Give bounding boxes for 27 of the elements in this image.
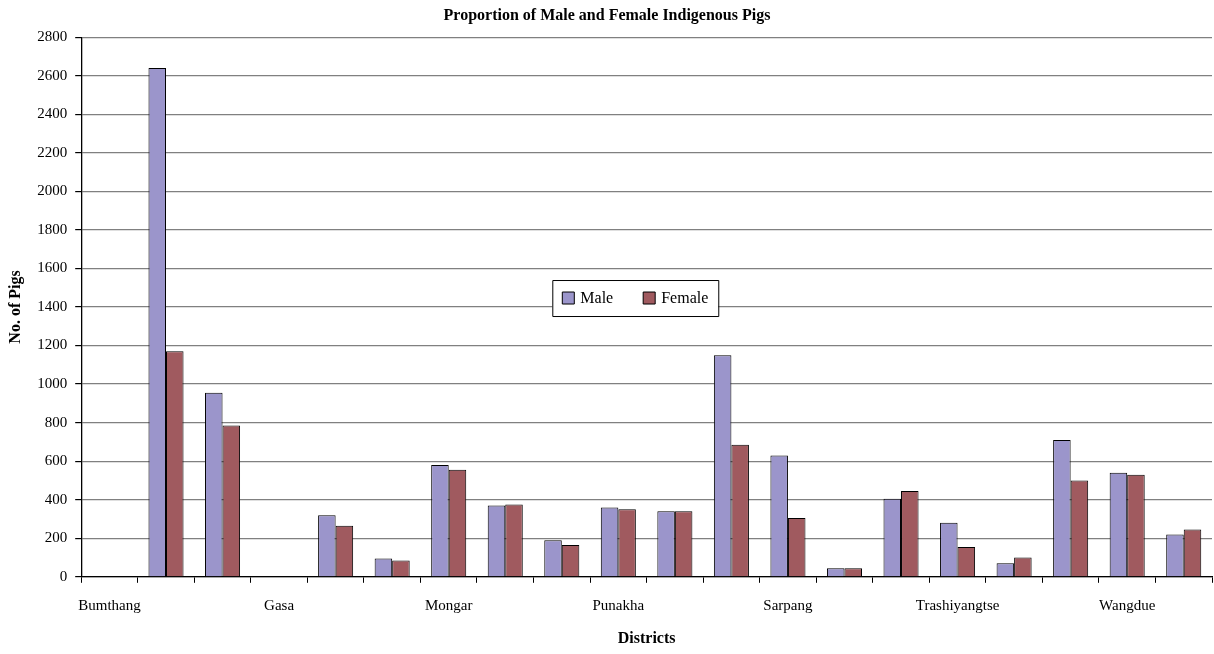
- y-tick-label: 1400: [37, 297, 68, 314]
- y-tick-label: 2400: [37, 105, 68, 122]
- x-tick-label: Mongar: [424, 596, 473, 613]
- y-tick-label: 600: [44, 452, 68, 469]
- y-tick-label: 1800: [37, 220, 68, 237]
- legend-label: Female: [661, 289, 709, 307]
- chart-title: Proportion of Male and Female Indigenous Pigs: [443, 5, 771, 24]
- x-axis-title: Districts: [617, 628, 676, 646]
- x-tick-label: Sarpang: [763, 596, 814, 613]
- y-tick-label: 2800: [37, 28, 68, 45]
- y-tick-label: 800: [44, 413, 68, 430]
- legend-label: Male: [580, 289, 614, 307]
- y-tick-label: 1000: [37, 375, 68, 392]
- x-tick-label: Wangdue: [1099, 596, 1156, 613]
- x-tick-label: Bumthang: [78, 596, 142, 613]
- y-tick-label: 0: [59, 567, 68, 584]
- y-tick-label: 400: [44, 490, 68, 507]
- y-tick-label: 1200: [37, 336, 68, 353]
- y-axis-title: No. of Pigs: [5, 270, 24, 344]
- y-tick-label: 200: [44, 529, 68, 546]
- y-tick-label: 2200: [37, 143, 68, 160]
- x-tick-label: Gasa: [264, 596, 295, 613]
- x-tick-label: Punakha: [592, 596, 645, 613]
- y-tick-label: 1600: [37, 259, 68, 276]
- y-tick-label: 2000: [37, 182, 68, 199]
- y-tick-label: 2600: [37, 66, 68, 83]
- x-tick-label: Trashiyangtse: [915, 596, 1000, 613]
